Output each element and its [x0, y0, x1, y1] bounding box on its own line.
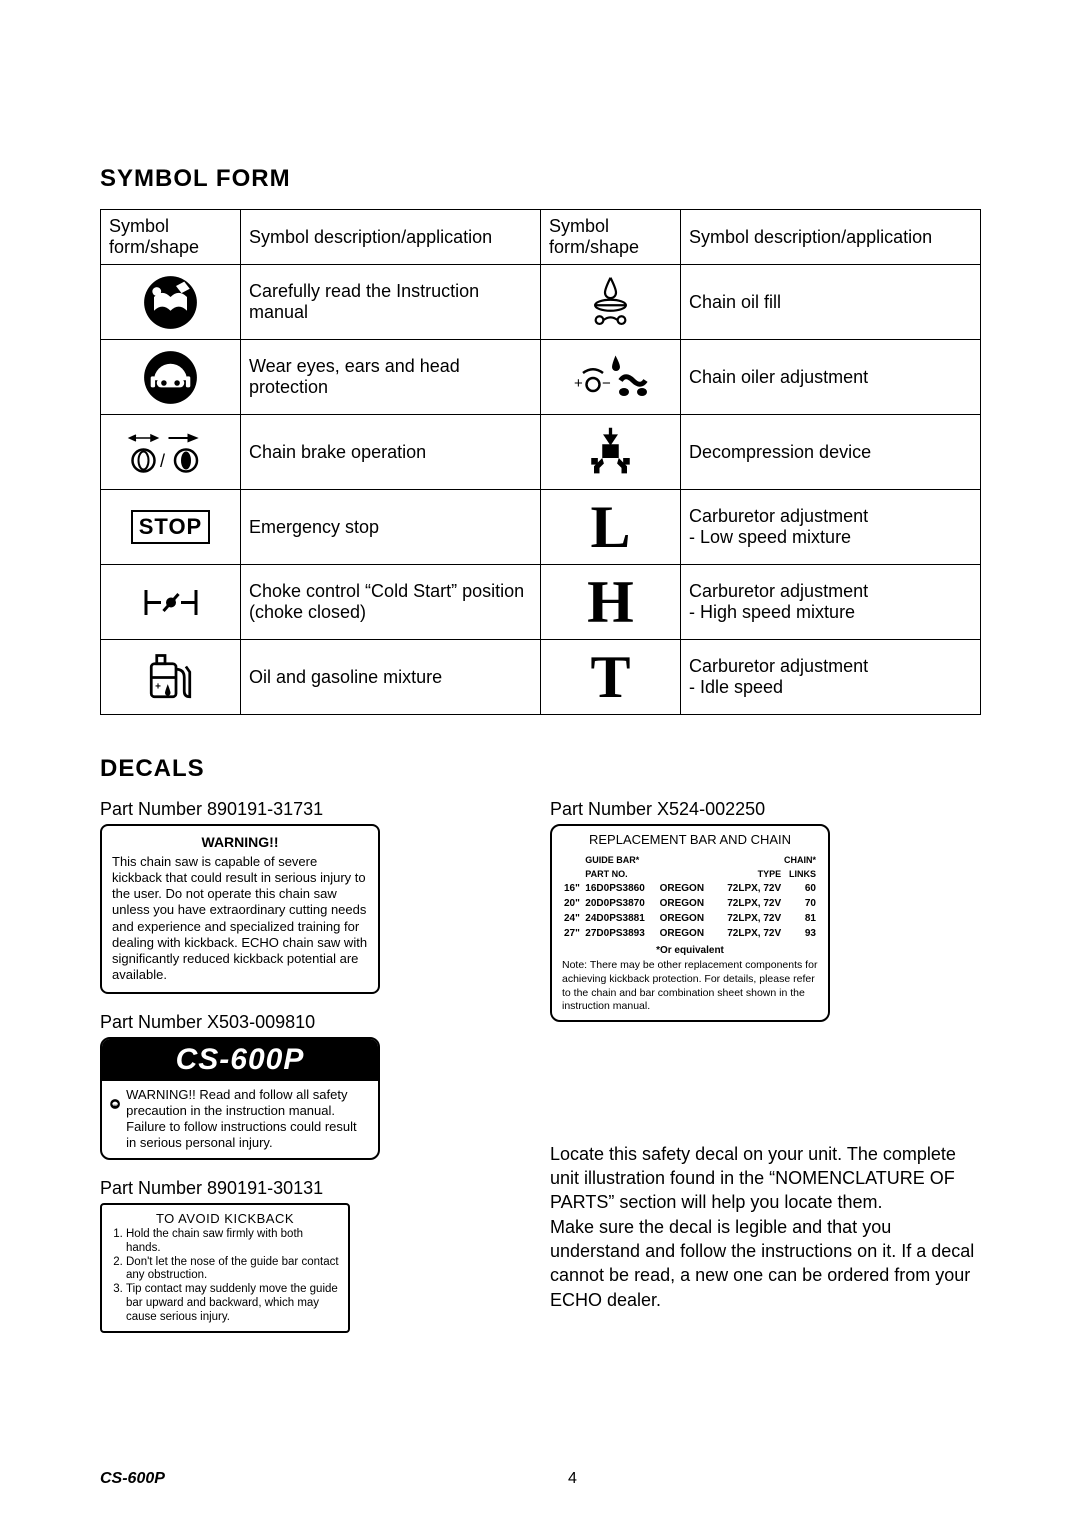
- letter-t-icon: T: [541, 640, 681, 715]
- decal-2-body: WARNING!! Read and follow all safety pre…: [126, 1087, 370, 1152]
- replacement-table: GUIDE BAR* CHAIN* PART NO. TYPE LINKS 16…: [562, 853, 818, 942]
- svg-text:−: −: [602, 375, 611, 392]
- svg-text:/: /: [160, 451, 165, 471]
- decal-2-model: CS-600P: [102, 1039, 378, 1081]
- emergency-stop-desc: Emergency stop: [241, 490, 541, 565]
- oiler-adjust-desc: Chain oiler adjustment: [681, 340, 981, 415]
- th-shape-2: Symbol form/shape: [541, 210, 681, 265]
- emergency-stop-icon: STOP: [101, 490, 241, 565]
- decal-3: Part Number 890191-30131 TO AVOID KICKBA…: [100, 1178, 530, 1333]
- decals-heading: DECALS: [100, 755, 980, 783]
- decals-body-text: Locate this safety decal on your unit. T…: [550, 1142, 980, 1312]
- decompression-desc: Decompression device: [681, 415, 981, 490]
- wear-protection-desc: Wear eyes, ears and head protection: [241, 340, 541, 415]
- decal-3-header: TO AVOID KICKBACK: [110, 1211, 340, 1227]
- decal-4-title: Part Number X524-002250: [550, 799, 980, 820]
- decals-col-right: Part Number X524-002250 REPLACEMENT BAR …: [550, 799, 980, 1351]
- decal-3-item3: Tip contact may suddenly move the guide …: [126, 1283, 340, 1324]
- oil-gas-desc: Oil and gasoline mixture: [241, 640, 541, 715]
- decals-col-left: Part Number 890191-31731 WARNING!! This …: [100, 799, 530, 1351]
- th-desc-1: Symbol description/application: [241, 210, 541, 265]
- decal-3-item1: Hold the chain saw firmly with both hand…: [126, 1228, 340, 1256]
- wear-protection-icon: [101, 340, 241, 415]
- letter-l-icon: L: [541, 490, 681, 565]
- decal-3-item2: Don't let the nose of the guide bar cont…: [126, 1256, 340, 1284]
- decal-4-note: Note: There may be other replacement com…: [562, 959, 818, 1014]
- choke-icon: [101, 565, 241, 640]
- choke-desc: Choke control “Cold Start” position (cho…: [241, 565, 541, 640]
- decal-3-title: Part Number 890191-30131: [100, 1178, 530, 1199]
- chain-oil-fill-icon: [541, 265, 681, 340]
- decal-4: Part Number X524-002250 REPLACEMENT BAR …: [550, 799, 980, 1022]
- decal-1-title: Part Number 890191-31731: [100, 799, 530, 820]
- stop-label: STOP: [131, 510, 211, 544]
- carb-idle-desc: Carburetor adjustment - Idle speed: [681, 640, 981, 715]
- svg-text:+: +: [155, 681, 161, 692]
- footer-page: 4: [568, 1470, 577, 1488]
- brake-op-desc: Chain brake operation: [241, 415, 541, 490]
- decal-4-equiv: *Or equivalent: [562, 944, 818, 957]
- oiler-adjust-icon: +−: [541, 340, 681, 415]
- carb-high-desc: Carburetor adjustment - High speed mixtu…: [681, 565, 981, 640]
- read-manual-desc: Carefully read the Instruction manual: [241, 265, 541, 340]
- decal-1: Part Number 890191-31731 WARNING!! This …: [100, 799, 530, 994]
- brake-op-icon: /: [101, 415, 241, 490]
- footer-model: CS-600P: [100, 1470, 165, 1488]
- decompression-icon: [541, 415, 681, 490]
- letter-h-icon: H: [541, 565, 681, 640]
- th-desc-2: Symbol description/application: [681, 210, 981, 265]
- decal-1-header: WARNING!!: [112, 834, 368, 852]
- read-manual-icon: [101, 265, 241, 340]
- oil-gas-icon: +: [101, 640, 241, 715]
- th-shape-1: Symbol form/shape: [101, 210, 241, 265]
- svg-text:+: +: [574, 375, 583, 392]
- symbol-form-heading: SYMBOL FORM: [100, 165, 980, 193]
- decal-4-header: REPLACEMENT BAR AND CHAIN: [562, 832, 818, 849]
- carb-low-desc: Carburetor adjustment - Low speed mixtur…: [681, 490, 981, 565]
- decal-1-body: This chain saw is capable of severe kick…: [112, 854, 368, 984]
- decals-row: Part Number 890191-31731 WARNING!! This …: [100, 799, 980, 1351]
- page-footer: CS-600P 4: [100, 1470, 980, 1488]
- decal-2: Part Number X503-009810 CS-600P WARNING!…: [100, 1012, 530, 1160]
- chain-oil-fill-desc: Chain oil fill: [681, 265, 981, 340]
- symbol-table: Symbol form/shape Symbol description/app…: [100, 209, 981, 715]
- helmet-icon: [110, 1087, 120, 1121]
- manual-page: SYMBOL FORM Symbol form/shape Symbol des…: [0, 0, 1080, 1528]
- decal-2-title: Part Number X503-009810: [100, 1012, 530, 1033]
